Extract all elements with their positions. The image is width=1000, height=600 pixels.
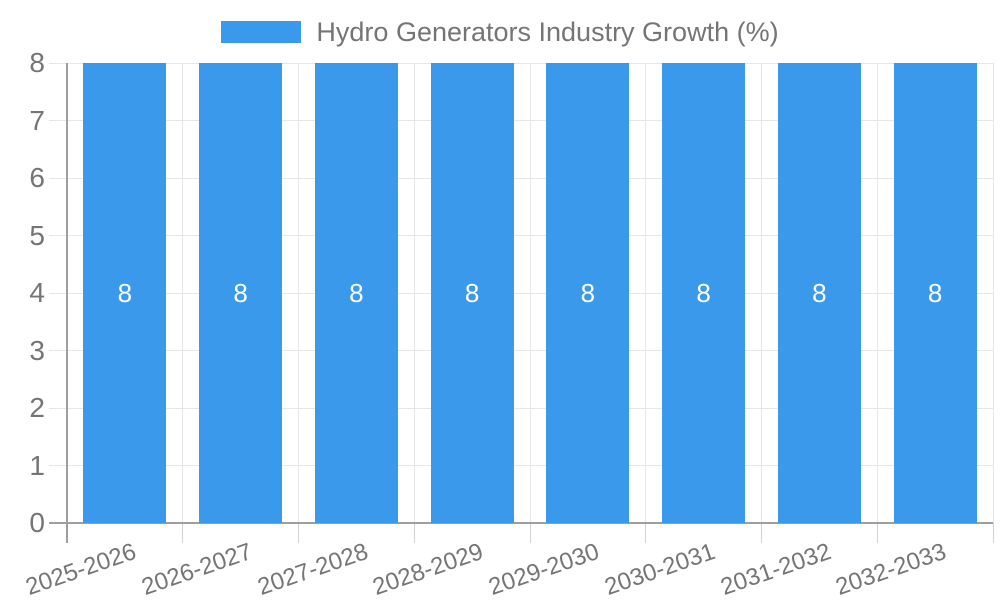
gridline-vertical xyxy=(761,63,762,523)
bar-value-label: 8 xyxy=(696,277,711,308)
y-axis-label: 5 xyxy=(29,219,45,251)
legend-swatch[interactable] xyxy=(221,21,302,43)
bar[interactable]: 8 xyxy=(662,63,746,523)
y-axis-tick xyxy=(49,235,67,236)
y-axis-tick xyxy=(49,177,67,179)
x-axis-label: 2027-2028 xyxy=(253,538,372,600)
bar[interactable]: 8 xyxy=(199,63,283,523)
bar[interactable]: 8 xyxy=(546,63,630,523)
y-axis-label: 6 xyxy=(29,162,45,193)
x-axis-tick xyxy=(992,523,994,543)
y-axis-tick xyxy=(49,465,67,466)
x-axis-tick xyxy=(182,523,184,543)
gridline-vertical xyxy=(182,63,184,523)
y-axis-label: 1 xyxy=(29,449,45,481)
bar-value-label: 8 xyxy=(233,277,248,308)
legend[interactable]: Hydro Generators Industry Growth (%) xyxy=(0,14,1000,50)
y-axis-label: 8 xyxy=(29,47,45,78)
bar[interactable]: 8 xyxy=(314,63,398,523)
y-axis-tick xyxy=(49,407,67,409)
y-axis-label: 3 xyxy=(29,334,45,366)
bar-value-label: 8 xyxy=(464,277,480,308)
gridline-vertical xyxy=(413,63,415,523)
x-axis-tick xyxy=(298,523,299,543)
y-axis-tick xyxy=(49,292,67,294)
y-axis-label: 4 xyxy=(29,277,45,308)
bar-value-label: 8 xyxy=(580,277,596,308)
y-axis-label: 0 xyxy=(29,507,45,538)
x-axis-tick xyxy=(761,523,762,543)
x-axis-label: 2030-2031 xyxy=(601,538,719,600)
y-axis-label: 7 xyxy=(29,104,45,136)
bar-value-label: 8 xyxy=(812,277,827,308)
x-axis-tick xyxy=(645,523,647,543)
x-axis-label: 2029-2030 xyxy=(485,538,603,600)
gridline-vertical xyxy=(992,63,994,523)
gridline-vertical xyxy=(876,63,878,523)
gridline-vertical xyxy=(529,63,531,523)
legend-label: Hydro Generators Industry Growth (%) xyxy=(316,17,779,47)
x-axis-label: 2031-2032 xyxy=(716,538,835,600)
x-axis-label: 2026-2027 xyxy=(138,538,256,600)
y-axis-line xyxy=(66,63,68,543)
x-axis-line xyxy=(49,522,993,524)
bar[interactable]: 8 xyxy=(83,63,167,523)
x-axis-label: 2032-2033 xyxy=(832,538,950,600)
x-axis-tick xyxy=(529,523,531,543)
y-axis-label: 2 xyxy=(29,392,45,423)
bar[interactable]: 8 xyxy=(777,63,861,523)
y-axis-tick xyxy=(49,120,67,121)
bar[interactable]: 8 xyxy=(893,63,977,523)
bar-value-label: 8 xyxy=(117,277,133,308)
bar-value-label: 8 xyxy=(349,277,364,308)
gridline-vertical xyxy=(298,63,299,523)
x-axis-label: 2028-2029 xyxy=(369,538,487,600)
x-axis-tick xyxy=(876,523,878,543)
bar-value-label: 8 xyxy=(927,277,943,308)
bar[interactable]: 8 xyxy=(430,63,514,523)
x-axis-label: 2025-2026 xyxy=(22,538,140,600)
x-axis-tick xyxy=(413,523,415,543)
gridline-vertical xyxy=(645,63,647,523)
y-axis-tick xyxy=(49,350,67,351)
y-axis-tick xyxy=(49,62,67,64)
